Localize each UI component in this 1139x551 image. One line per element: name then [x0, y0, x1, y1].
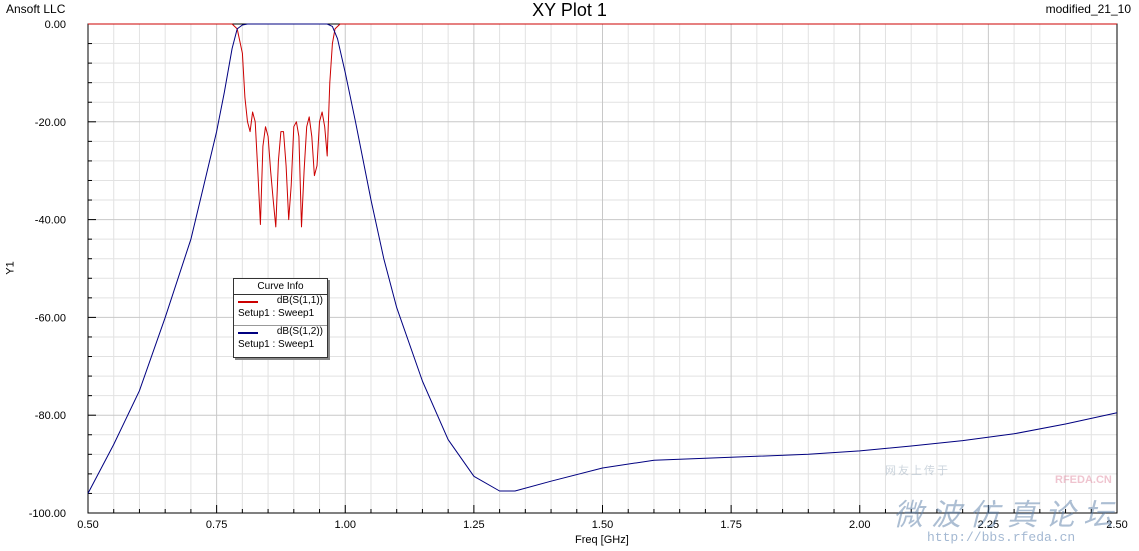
x-axis-label: Freq [GHz]	[575, 534, 629, 546]
y-tick-label: -80.00	[35, 410, 66, 422]
major-grid	[88, 24, 1117, 513]
y-tick-label: -40.00	[35, 215, 66, 227]
y-tick-label: -100.00	[29, 508, 66, 520]
series-line-1	[88, 23, 1117, 228]
legend-title: Curve Info	[234, 279, 327, 295]
x-tick-label: 1.50	[592, 519, 613, 531]
x-tick-label: 2.25	[978, 519, 999, 531]
x-tick-label: 1.00	[335, 519, 356, 531]
legend-entry-s11[interactable]: dB(S(1,1)) Setup1 : Sweep1	[234, 295, 327, 326]
curve-info-legend[interactable]: Curve Info dB(S(1,1)) Setup1 : Sweep1 dB…	[233, 278, 328, 358]
design-name-label: modified_21_10	[1045, 2, 1131, 16]
x-tick-label: 2.00	[849, 519, 870, 531]
legend-series-setup: Setup1 : Sweep1	[238, 339, 315, 350]
series-lines	[87, 23, 1118, 494]
watermark-small-text: 网友上传于	[885, 465, 950, 477]
y-tick-labels: 0.00 -20.00 -40.00 -60.00 -80.00 -100.00	[29, 19, 66, 520]
y-tick-label: -20.00	[35, 117, 66, 129]
axis-ticks	[87, 23, 1118, 514]
x-tick-labels: 0.50 0.75 1.00 1.25 1.50 1.75 2.00 2.25 2.50	[77, 519, 1127, 531]
x-tick-label: 2.50	[1106, 519, 1127, 531]
series-line-2	[87, 23, 1118, 494]
x-tick-label: 0.50	[77, 519, 98, 531]
watermark: 网友上传于 RFEDA.CN 微波仿真论坛 http://bbs.rfeda.c…	[875, 458, 1137, 548]
legend-swatch-s12	[238, 332, 258, 334]
y-axis-label: Y1	[4, 261, 17, 275]
watermark-large-text: 微波仿真论坛	[893, 499, 1121, 532]
legend-series-setup: Setup1 : Sweep1	[238, 308, 315, 319]
legend-series-name: dB(S(1,1))	[276, 295, 323, 306]
x-tick-label: 0.75	[206, 519, 227, 531]
watermark-brand: RFEDA.CN	[1055, 474, 1112, 486]
y-tick-label: 0.00	[45, 19, 66, 31]
x-tick-label: 1.75	[720, 519, 741, 531]
legend-entry-s12[interactable]: dB(S(1,2)) Setup1 : Sweep1	[234, 326, 327, 356]
plot-title: XY Plot 1	[532, 0, 607, 20]
x-tick-label: 1.25	[463, 519, 484, 531]
watermark-url: http://bbs.rfeda.cn	[927, 530, 1076, 545]
legend-swatch-s11	[238, 301, 258, 303]
legend-series-name: dB(S(1,2))	[276, 326, 323, 337]
vendor-label: Ansoft LLC	[6, 2, 66, 16]
y-tick-label: -60.00	[35, 312, 66, 324]
